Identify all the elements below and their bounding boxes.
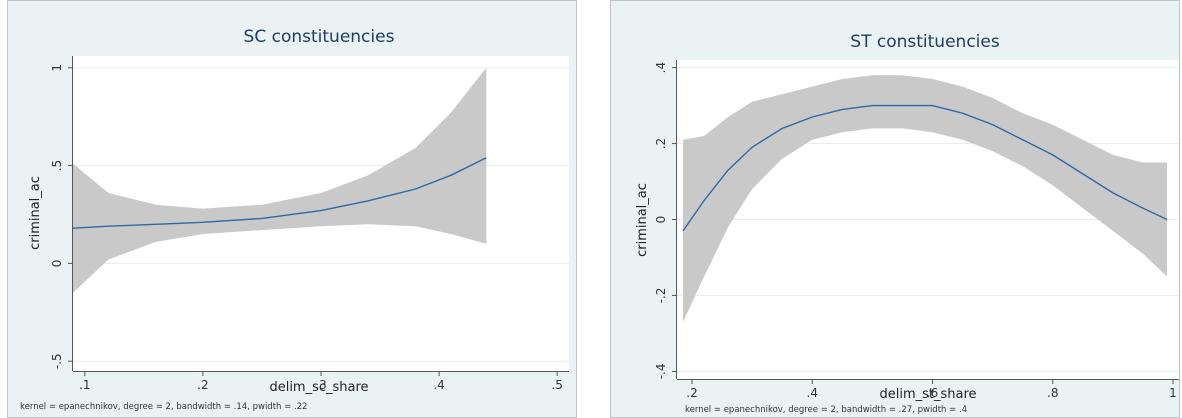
st-chart-panel: ST constituencies .2.4.6.8 1 -.4 -.2 0.2.4 … [610,0,1180,418]
y-tick-label: -.2 [654,288,668,304]
x-tick-label: .5 [551,378,562,392]
x-tick-label: .6 [927,386,938,400]
x-tick-label: .2 [197,378,208,392]
fitted-line [682,104,1168,232]
sc-chart-panel: SC constituencies .1 .2 .3 .4 .5 -.5 0 .5 1 del… [7,0,577,418]
x-tick-label: .8 [1047,386,1058,400]
x-tick-label: .1 [79,378,90,392]
y-axis-label: criminal_ac [28,176,43,250]
chart-note: kernel = epanechnikov, degree = 2, bandw… [685,405,967,415]
x-tick-label: .4 [807,386,818,400]
x-axis-label: delim_st_share [879,387,976,402]
fitted-line [72,157,487,229]
chart-title: SC constituencies [244,27,395,47]
st-chart-svg: ST constituencies .2.4.6.8 1 -.4-.20.2.4 … [610,0,1180,418]
y-tick-label: -.5 [50,353,64,369]
confidence-band [73,67,487,293]
y-axis: -.4 -.2 0 .2 .4 [654,60,677,379]
chart-title: ST constituencies [850,32,1000,52]
x-axis: .1 .2 .3 .4 .5 [73,371,569,392]
sc-chart-svg: SC constituencies .1 .2 .3 .4 .5 -.5 0 .5 1 del… [7,0,577,418]
y-tick-label: 1 [50,64,64,72]
x-tick-label: .3 [315,378,326,392]
x-tick-label: 1 [1169,386,1177,400]
confidence-band [683,75,1167,322]
y-tick-label: .2 [654,138,668,149]
grid-lines [73,67,569,362]
y-axis: -.5 0 .5 1 [50,56,73,371]
y-tick-label: .5 [50,160,64,171]
grid-lines [677,67,1179,372]
y-tick-label: .4 [654,62,668,73]
y-tick-label: 0 [654,216,668,224]
chart-note: kernel = epanechnikov, degree = 2, bandw… [20,402,307,412]
y-tick-label: -.4 [654,364,668,380]
x-axis-label: delim_sc_share [269,380,368,395]
x-axis: .2 .4 .6 .8 1 [677,379,1179,400]
y-tick-label: 0 [50,260,64,268]
x-tick-label: .2 [686,386,697,400]
x-tick-label: .4 [433,378,444,392]
y-axis-label: criminal_ac [635,183,650,257]
